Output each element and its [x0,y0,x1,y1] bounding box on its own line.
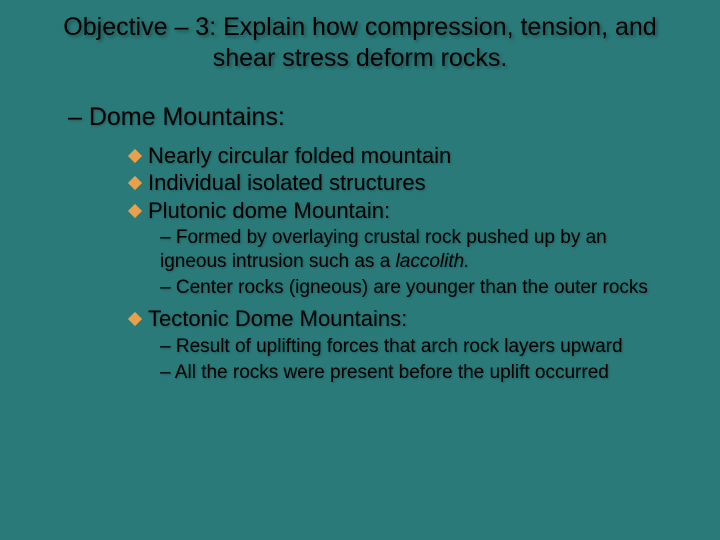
heading-dome-mountains: – Dome Mountains: [0,103,720,132]
bullet-tectonic-dome: Tectonic Dome Mountains: [0,305,720,333]
sub-bullet-text-italic: laccolith. [396,251,470,272]
slide-title: Objective – 3: Explain how compression, … [0,12,720,75]
plutonic-sublist: – Formed by overlaying crustal rock push… [0,226,720,299]
bullet-individual-isolated: Individual isolated structures [0,169,720,197]
bullet-text: Tectonic Dome Mountains: [148,305,407,333]
diamond-bullet-icon [128,176,142,190]
bullet-nearly-circular: Nearly circular folded mountain [0,142,720,170]
diamond-bullet-icon [128,148,142,162]
bullet-text: Plutonic dome Mountain: [148,197,390,225]
diamond-bullet-icon [128,312,142,326]
bullet-text: Individual isolated structures [148,169,426,197]
sub-bullet-center-rocks: – Center rocks (igneous) are younger tha… [0,276,720,300]
sub-bullet-formed-by: – Formed by overlaying crustal rock push… [0,226,720,274]
bullet-text: Nearly circular folded mountain [148,142,451,170]
bullet-plutonic-dome: Plutonic dome Mountain: [0,197,720,225]
slide-container: Objective – 3: Explain how compression, … [0,0,720,540]
sub-bullet-uplifting-forces: – Result of uplifting forces that arch r… [0,335,720,359]
tectonic-sublist: – Result of uplifting forces that arch r… [0,335,720,385]
diamond-bullet-icon [128,203,142,217]
sub-bullet-text-prefix: – Formed by overlaying crustal rock push… [160,227,607,272]
sub-bullet-all-rocks-present: – All the rocks were present before the … [0,361,720,385]
